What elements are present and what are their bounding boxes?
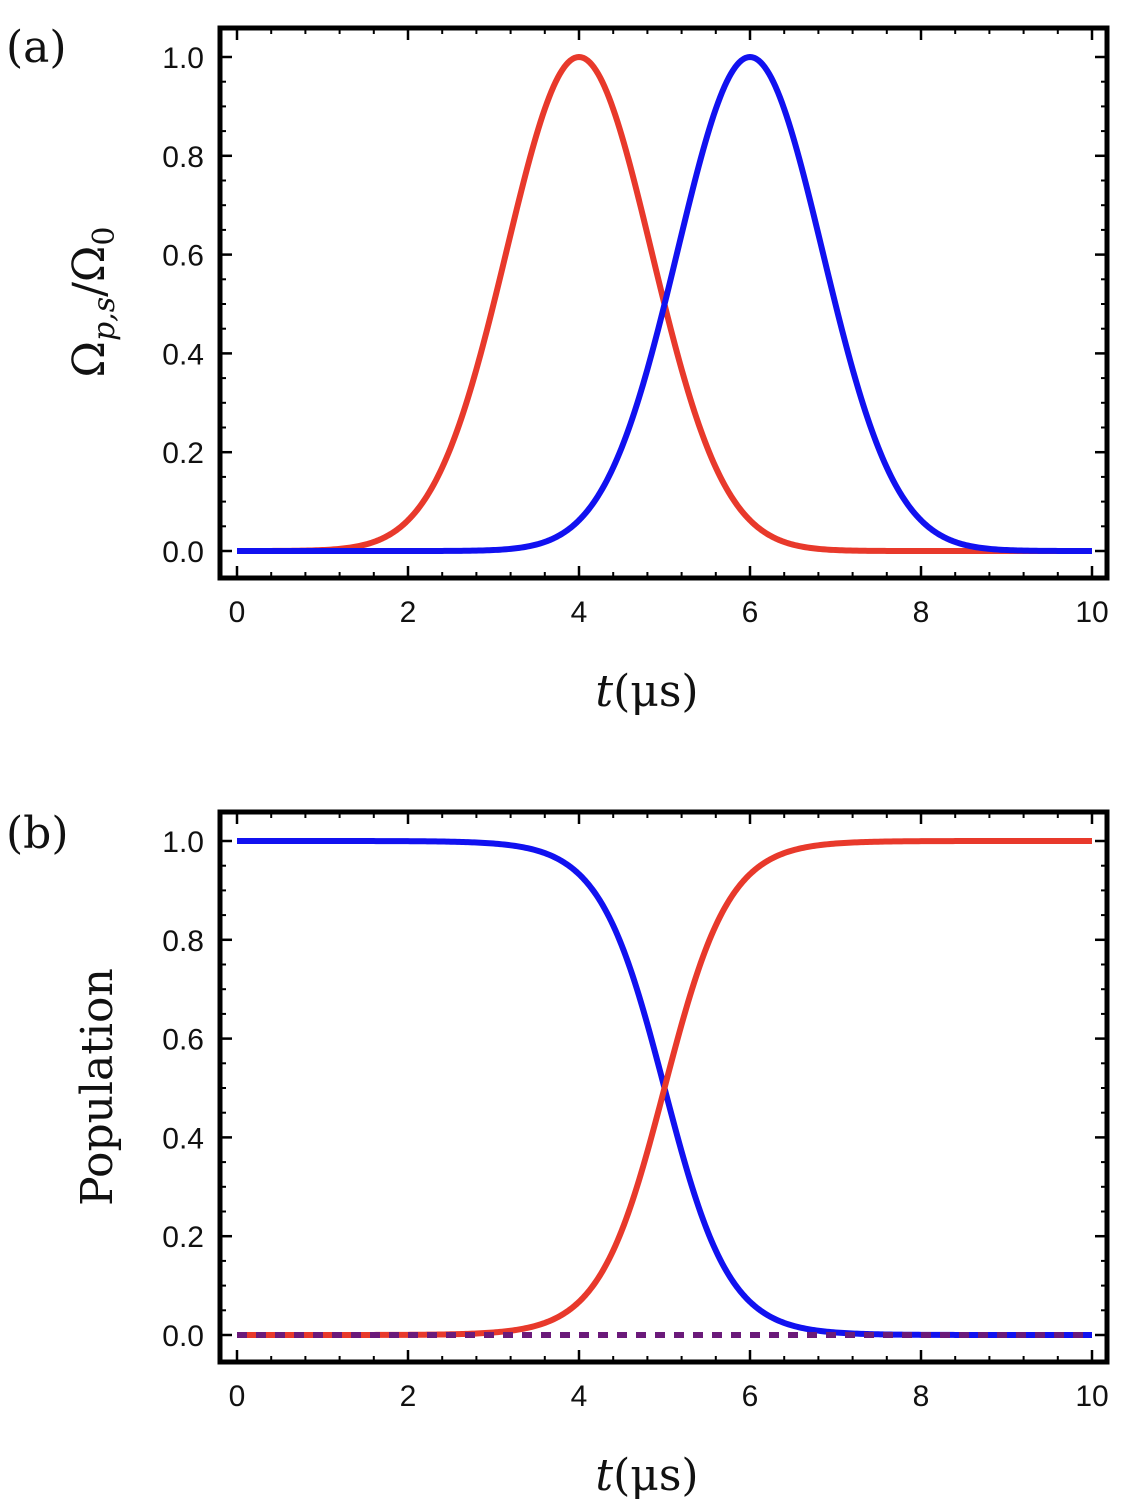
y-tick-label: 0.4 <box>162 338 204 371</box>
panel-a-ytick-labels: 0.0 0.2 0.4 0.6 0.8 1.0 <box>162 42 204 569</box>
y-tick-label: 0.2 <box>162 437 204 470</box>
panel-b-label: (b) <box>6 808 69 859</box>
y-tick-label: 0.2 <box>162 1221 204 1254</box>
xlabel-unit: (μs) <box>613 666 699 717</box>
panel-b-ticks <box>220 812 1107 1362</box>
x-tick-label: 0 <box>229 1380 246 1413</box>
ylabel-omega: Ω <box>64 341 115 377</box>
y-tick-label: 1.0 <box>162 826 204 859</box>
panel-a-series <box>236 54 1093 554</box>
x-tick-label: 6 <box>742 1380 759 1413</box>
panel-a-xlabel: t(μs) <box>595 666 698 717</box>
y-tick-label: 0.0 <box>162 1320 204 1353</box>
x-tick-label: 10 <box>1075 1380 1108 1413</box>
series-Omega_p <box>236 54 1093 554</box>
xlabel-var: t <box>595 1450 613 1501</box>
panel-b-ytick-labels: 0.0 0.2 0.4 0.6 0.8 1.0 <box>162 826 204 1353</box>
panel-b-xlabel: t(μs) <box>595 1450 698 1501</box>
x-tick-label: 8 <box>913 596 930 629</box>
x-tick-label: 2 <box>400 596 417 629</box>
y-tick-label: 0.8 <box>162 925 204 958</box>
panel-a-ticks <box>220 28 1107 578</box>
ylabel-slash-omega: /Ω <box>64 246 115 297</box>
x-tick-label: 4 <box>571 596 588 629</box>
x-tick-label: 0 <box>229 596 246 629</box>
panel-b-xtick-labels: 0 2 4 6 8 10 <box>229 1380 1109 1413</box>
y-tick-label: 0.6 <box>162 1024 204 1057</box>
x-tick-label: 4 <box>571 1380 588 1413</box>
y-tick-label: 0.0 <box>162 536 204 569</box>
series-P3 <box>236 838 1093 1338</box>
x-tick-label: 2 <box>400 1380 417 1413</box>
panel-a-xtick-labels: 0 2 4 6 8 10 <box>229 596 1109 629</box>
panel-b-ylabel: Population <box>72 968 123 1206</box>
panel-a: (a) 0.0 0.2 0.4 0.6 0.8 1.0 0 2 4 6 8 10 t(μs) Ωp,… <box>6 22 1110 717</box>
ylabel-sub-ps: p,s <box>87 297 122 341</box>
xlabel-unit: (μs) <box>613 1450 699 1501</box>
y-tick-label: 0.6 <box>162 240 204 273</box>
x-tick-label: 8 <box>913 1380 930 1413</box>
panel-a-label: (a) <box>6 22 67 73</box>
y-tick-label: 1.0 <box>162 42 204 75</box>
panel-b-series <box>236 838 1093 1338</box>
panel-b: (b) 0.0 0.2 0.4 0.6 0.8 1.0 0 2 4 6 8 10 t(μs) Pop… <box>6 808 1110 1501</box>
panel-a-ylabel: Ωp,s/Ω0 <box>64 226 122 377</box>
x-tick-label: 10 <box>1075 596 1108 629</box>
x-tick-label: 6 <box>742 596 759 629</box>
y-tick-label: 0.4 <box>162 1122 204 1155</box>
ylabel-sub-0: 0 <box>87 226 122 245</box>
xlabel-var: t <box>595 666 613 717</box>
y-tick-label: 0.8 <box>162 141 204 174</box>
